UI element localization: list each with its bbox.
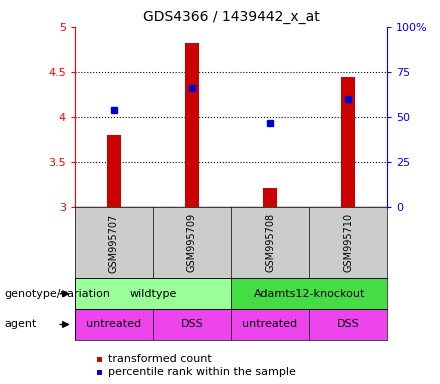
Bar — [75, 309, 153, 340]
Title: GDS4366 / 1439442_x_at: GDS4366 / 1439442_x_at — [143, 10, 319, 25]
Text: genotype/variation: genotype/variation — [4, 289, 110, 299]
Bar — [153, 309, 231, 340]
Text: GSM995710: GSM995710 — [343, 214, 353, 272]
Text: transformed count: transformed count — [108, 354, 212, 364]
Text: percentile rank within the sample: percentile rank within the sample — [108, 367, 296, 377]
Text: wildtype: wildtype — [129, 289, 176, 299]
Bar — [263, 187, 277, 207]
Bar — [309, 309, 387, 340]
Text: GSM995708: GSM995708 — [265, 214, 275, 272]
Text: GSM995709: GSM995709 — [187, 214, 197, 272]
Text: untreated: untreated — [242, 319, 297, 329]
Text: untreated: untreated — [86, 319, 141, 329]
Text: DSS: DSS — [337, 319, 359, 329]
Bar — [75, 278, 231, 309]
Text: GSM995707: GSM995707 — [109, 213, 119, 273]
Text: DSS: DSS — [180, 319, 203, 329]
Bar — [185, 43, 199, 207]
Bar — [341, 76, 355, 207]
Text: agent: agent — [4, 319, 37, 329]
Bar — [107, 135, 121, 207]
Bar — [231, 309, 309, 340]
Text: Adamts12-knockout: Adamts12-knockout — [253, 289, 365, 299]
Bar — [231, 278, 387, 309]
